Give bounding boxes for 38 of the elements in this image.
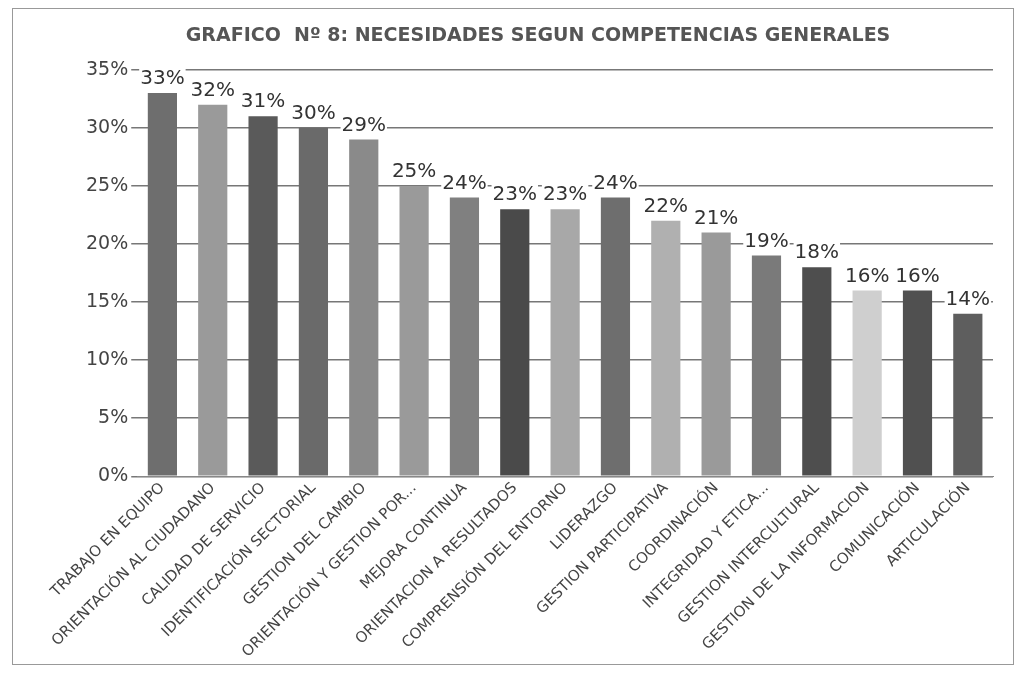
data-label: 30% [291, 100, 336, 125]
data-label: 29% [341, 111, 386, 136]
bar [399, 185, 429, 476]
bar [248, 116, 278, 476]
bar [902, 290, 933, 476]
data-label: 24% [593, 169, 638, 194]
y-tick-label: 30% [86, 114, 129, 137]
bar [852, 290, 882, 476]
y-tick-label: 25% [86, 172, 129, 195]
data-label: 22% [643, 192, 689, 217]
data-label: 24% [442, 169, 487, 194]
data-label: 16% [895, 262, 940, 287]
bar [550, 209, 580, 476]
data-label: 14% [945, 285, 991, 310]
bar [802, 267, 832, 476]
data-label: 16% [844, 262, 890, 287]
y-tick-label: 5% [98, 405, 129, 428]
y-tick-label: 15% [86, 289, 129, 311]
bar [651, 220, 681, 476]
y-tick-label: 10% [86, 347, 129, 370]
y-tick-label: 20% [86, 230, 129, 253]
bar [701, 232, 731, 476]
data-label: 25% [391, 158, 437, 183]
data-label: 33% [140, 65, 185, 90]
bar [298, 127, 329, 476]
data-label: 21% [693, 204, 739, 229]
bar [198, 104, 228, 476]
y-tick-label: 35% [86, 56, 129, 79]
chart-title: GRAFICO Nº 8: NECESIDADES SEGUN COMPETENCIAS GENERALES [185, 23, 891, 46]
data-label: 18% [794, 239, 840, 264]
data-label: 31% [240, 88, 286, 113]
bar [953, 313, 983, 476]
data-label: 19% [744, 227, 789, 252]
data-label: 23% [542, 181, 588, 206]
data-label: 32% [190, 76, 235, 101]
bar [500, 209, 530, 476]
y-tick-label: 0% [98, 463, 129, 486]
data-label: 23% [492, 181, 537, 206]
